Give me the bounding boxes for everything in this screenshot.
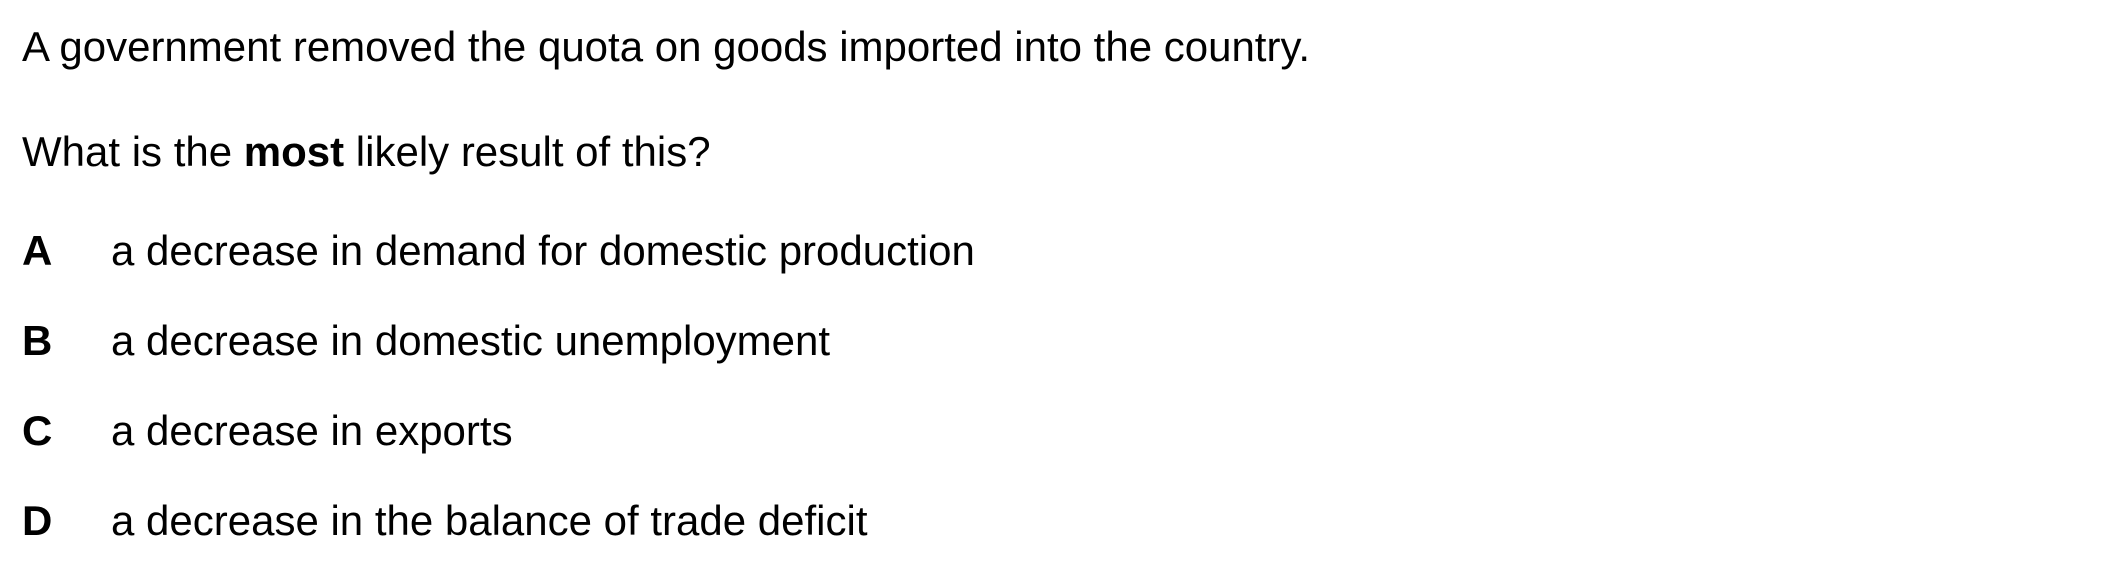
option-d-letter: D xyxy=(22,497,53,544)
option-a-text: a decrease in demand for domestic produc… xyxy=(111,227,975,274)
option-c-letter: C xyxy=(22,407,53,454)
question-prompt-end: likely result of this? xyxy=(344,128,711,175)
option-d-text: a decrease in the balance of trade defic… xyxy=(111,497,868,544)
question-prompt-start: What is the xyxy=(22,128,244,175)
option-a-letter: A xyxy=(22,227,53,274)
option-b-letter: B xyxy=(22,317,53,364)
question-stem: A government removed the quota on goods … xyxy=(22,23,1311,70)
option-c-text: a decrease in exports xyxy=(111,407,513,454)
question-prompt: What is the most likely result of this? xyxy=(22,127,711,177)
question-emphasis: most xyxy=(243,128,345,175)
option-b-text: a decrease in domestic unemployment xyxy=(111,317,831,364)
